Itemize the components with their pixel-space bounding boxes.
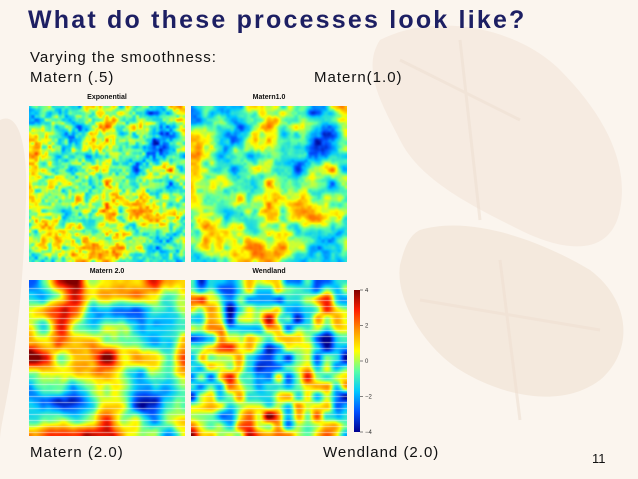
caption-matern-0-5: Matern (.5) xyxy=(30,69,115,86)
field-image xyxy=(191,106,347,262)
field-image xyxy=(29,106,185,262)
field-image xyxy=(29,280,185,436)
panel-wendland: Wendland xyxy=(191,268,347,436)
slide-title: What do these processes look like? xyxy=(28,6,527,34)
caption-matern-2-0: Matern (2.0) xyxy=(30,444,124,461)
panel-label: Matern1.0 xyxy=(252,94,286,101)
colorbar-tick-label: 4 xyxy=(365,288,369,294)
panel-exponential: Exponential xyxy=(29,94,185,262)
panel-matern-1-0: Matern1.0 xyxy=(191,94,347,262)
panel-matern-2-0: Matern 2.0 xyxy=(29,268,185,436)
panel-label: Matern 2.0 xyxy=(89,268,125,275)
colorbar-scale xyxy=(354,290,360,432)
caption-matern-1-0: Matern(1.0) xyxy=(314,69,403,86)
colorbar-tick-label: −4 xyxy=(365,430,373,434)
colorbar-ticks: 4 2 0 −2 −4 xyxy=(360,288,373,434)
panel-label: Wendland xyxy=(252,268,286,275)
colorbar-tick-label: 0 xyxy=(365,359,369,365)
panel-label: Exponential xyxy=(87,94,127,101)
colorbar-tick-label: −2 xyxy=(365,395,373,401)
slide-subtitle: Varying the smoothness: xyxy=(30,49,217,66)
caption-wendland-2-0: Wendland (2.0) xyxy=(323,444,440,461)
colorbar: 4 2 0 −2 −4 xyxy=(354,288,373,434)
colorbar-tick-label: 2 xyxy=(365,324,369,330)
field-image xyxy=(191,280,347,436)
slide-number: 11 xyxy=(592,451,606,466)
